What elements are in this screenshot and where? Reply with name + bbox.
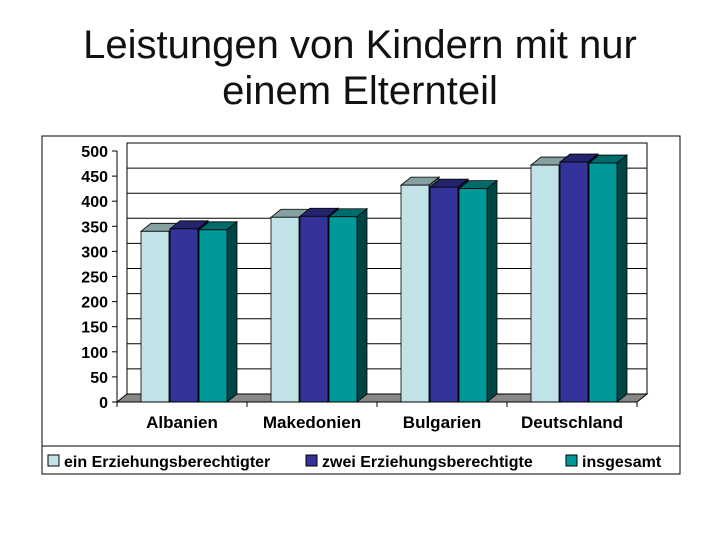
chart-title-line-1: Leistungen von Kindern mit nur xyxy=(83,23,637,67)
x-tick-label: Bulgarien xyxy=(403,413,481,432)
y-tick-label: 450 xyxy=(81,169,108,186)
y-tick-label: 200 xyxy=(81,295,108,312)
legend-item-2: zwei Erziehungsberechtigte xyxy=(305,454,533,471)
chart-bars xyxy=(139,153,629,403)
bar-bulgarien-3 xyxy=(457,179,499,403)
x-axis: Albanien Makedonien Bulgarien Deutschland xyxy=(116,401,638,432)
chart-legend: ein Erziehungsberechtigter zwei Erziehung… xyxy=(41,445,681,475)
chart-title-line-2: einem Elternteil xyxy=(222,69,498,113)
y-tick-label: 250 xyxy=(81,270,108,287)
legend-swatch xyxy=(47,454,60,467)
chart-title: Leistungen von Kindern mit nur einem Elt… xyxy=(0,22,720,114)
legend-label: insgesamt xyxy=(582,454,662,471)
y-tick-label: 350 xyxy=(81,219,108,236)
y-tick-label: 50 xyxy=(90,370,108,387)
bar-front xyxy=(299,215,329,403)
bar-side xyxy=(356,207,368,403)
bar-front xyxy=(328,216,358,403)
bar-albanien-3 xyxy=(197,220,239,403)
legend-label: zwei Erziehungsberechtigte xyxy=(322,454,533,471)
y-axis: 0 50 100 150 200 250 300 350 400 450 500 xyxy=(81,144,118,412)
bar-front xyxy=(530,164,560,403)
bar-front xyxy=(169,228,199,403)
bar-front xyxy=(559,161,589,403)
y-tick-label: 400 xyxy=(81,194,108,211)
y-tick-label: 150 xyxy=(81,320,108,337)
legend-swatch xyxy=(305,454,318,467)
bar-side xyxy=(226,220,238,403)
legend-item-1: ein Erziehungsberechtigter xyxy=(47,454,270,471)
y-tick-label: 0 xyxy=(99,395,108,412)
bar-front xyxy=(270,216,300,403)
x-tick-label: Albanien xyxy=(146,413,218,432)
y-tick-label: 300 xyxy=(81,244,108,261)
legend-label: ein Erziehungsberechtigter xyxy=(64,454,270,471)
bar-front xyxy=(140,230,170,403)
legend-item-3: insgesamt xyxy=(565,454,662,471)
bar-makedonien-3 xyxy=(327,207,369,403)
x-tick-label: Deutschland xyxy=(521,413,623,432)
bar-front xyxy=(400,184,430,403)
bar-deutschland-3 xyxy=(587,154,629,403)
bar-front xyxy=(198,229,228,403)
y-tick-label: 500 xyxy=(81,144,108,161)
x-tick-label: Makedonien xyxy=(263,413,361,432)
bar-front xyxy=(588,162,618,403)
bar-side xyxy=(616,154,628,403)
bar-front xyxy=(458,188,488,403)
legend-swatch xyxy=(565,454,578,467)
y-tick-label: 100 xyxy=(81,345,108,362)
bar-makedonien-2 xyxy=(298,207,340,403)
bar-front xyxy=(429,186,459,403)
bar-side xyxy=(486,179,498,403)
